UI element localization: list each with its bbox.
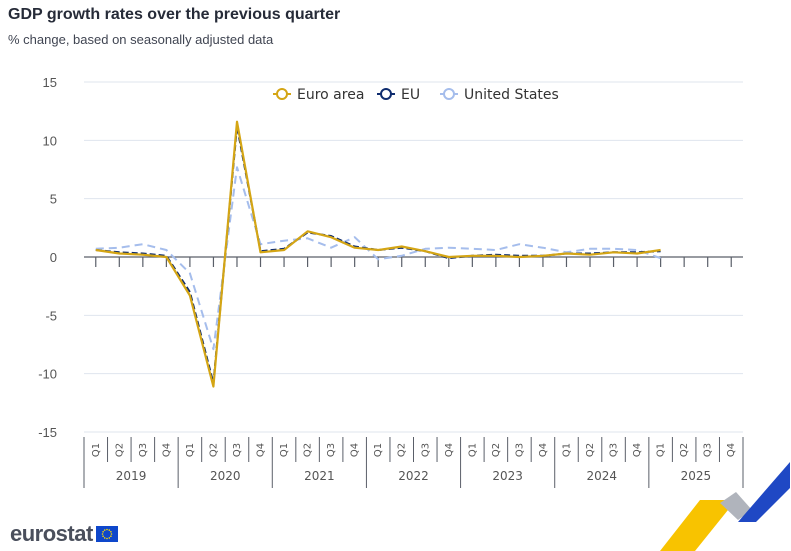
ribbon-blue — [738, 462, 790, 522]
x-year-label: 2020 — [210, 469, 241, 483]
x-axis: Q1 Q2 Q3 Q4 Q1 Q2 Q3 Q4 Q1 Q2 Q3 Q4 Q1 Q2 Q3 Q4 Q1 Q2 Q3 Q4… — [83, 256, 744, 488]
x-year-label: 2019 — [116, 469, 147, 483]
chart-subtitle: % change, based on seasonally adjusted d… — [8, 32, 274, 47]
x-quarter-label: Q4 — [726, 443, 737, 457]
x-quarter-label: Q3 — [326, 443, 337, 457]
x-quarter-label: Q2 — [303, 443, 314, 457]
legend-label: EU — [401, 87, 420, 103]
x-quarter-label: Q2 — [585, 443, 596, 457]
x-quarter-label: Q4 — [161, 443, 172, 457]
legend-item-united-states[interactable]: United States — [440, 87, 559, 103]
x-quarter-label: Q3 — [138, 443, 149, 457]
x-year-label: 2021 — [304, 469, 335, 483]
legend-item-eu[interactable]: EU — [377, 87, 420, 103]
x-quarter-label: Q3 — [514, 443, 525, 457]
ribbon-yellow — [660, 500, 736, 551]
legend-marker-icon — [276, 88, 288, 100]
x-quarter-label: Q4 — [350, 443, 361, 457]
x-quarter-label: Q1 — [561, 443, 572, 457]
x-quarter-label: Q4 — [444, 443, 455, 457]
x-quarter-label: Q2 — [397, 443, 408, 457]
x-quarter-label: Q4 — [538, 443, 549, 457]
y-tick-label: -5 — [45, 308, 57, 323]
x-quarter-label: Q2 — [208, 443, 219, 457]
x-year-label: 2025 — [681, 469, 712, 483]
y-tick-label: 10 — [43, 133, 57, 148]
x-quarter-label: Q2 — [679, 443, 690, 457]
legend-item-euro-area[interactable]: Euro area — [273, 87, 364, 103]
series-line-euro-area[interactable] — [95, 120, 661, 388]
eurostat-ribbon-decoration — [660, 462, 790, 551]
x-quarter-label: Q2 — [491, 443, 502, 457]
x-year-label: 2023 — [492, 469, 523, 483]
y-tick-label: 0 — [50, 250, 57, 265]
x-quarter-label: Q4 — [256, 443, 267, 457]
legend-label: Euro area — [297, 87, 364, 103]
x-quarter-label: Q1 — [279, 443, 290, 457]
x-year-label: 2022 — [398, 469, 429, 483]
x-year-label: 2024 — [587, 469, 618, 483]
eurostat-logo-text: eurostat — [10, 521, 93, 546]
x-quarter-label: Q1 — [467, 443, 478, 457]
y-tick-label: 5 — [50, 192, 57, 207]
eurostat-logo: eurostat — [10, 521, 118, 547]
legend: Euro area EU United States — [273, 87, 559, 103]
legend-marker-icon — [380, 88, 392, 100]
x-quarter-label: Q3 — [703, 443, 714, 457]
y-tick-label: -10 — [38, 367, 57, 382]
x-quarter-label: Q1 — [91, 443, 102, 457]
legend-label: United States — [464, 87, 559, 103]
y-axis-ticks: 15 10 5 0 -5 -10 -15 — [38, 75, 57, 440]
eu-flag-icon — [95, 526, 118, 542]
y-tick-label: -15 — [38, 425, 57, 440]
y-tick-label: 15 — [43, 75, 57, 90]
series-line-united-states[interactable] — [95, 166, 661, 351]
x-quarter-label: Q2 — [114, 443, 125, 457]
x-quarter-label: Q4 — [632, 443, 643, 457]
ribbon-grey — [720, 492, 752, 520]
x-quarter-label: Q3 — [420, 443, 431, 457]
x-quarter-label: Q3 — [232, 443, 243, 457]
x-quarter-label: Q1 — [185, 443, 196, 457]
x-quarter-label: Q1 — [373, 443, 384, 457]
series-lines — [95, 120, 661, 388]
x-quarter-label: Q3 — [609, 443, 620, 457]
x-quarter-label: Q1 — [656, 443, 667, 457]
legend-marker-icon — [443, 88, 455, 100]
chart-title: GDP growth rates over the previous quart… — [8, 6, 341, 23]
